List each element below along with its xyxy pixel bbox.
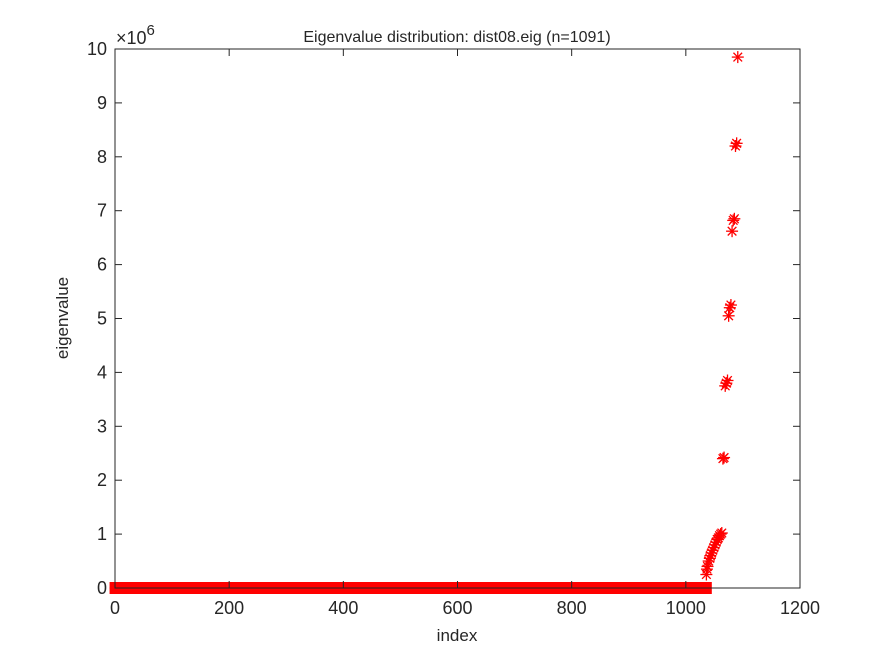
x-tick-label: 1000 [666, 598, 706, 618]
y-tick-label: 8 [97, 147, 107, 167]
y-axis-multiplier-exponent: 6 [147, 22, 155, 39]
data-point [726, 225, 739, 238]
x-tick-label: 800 [557, 598, 587, 618]
y-tick-label: 0 [97, 578, 107, 598]
data-point [728, 212, 741, 225]
y-tick-label: 6 [97, 255, 107, 275]
data-point [718, 451, 731, 464]
y-tick-label: 9 [97, 93, 107, 113]
y-tick-label: 1 [97, 524, 107, 544]
x-axis-ticks: 0 200 400 600 800 1000 1200 [110, 49, 820, 618]
data-point [731, 51, 744, 64]
y-axis-label: eigenvalue [53, 277, 72, 359]
x-axis-label: index [437, 626, 478, 645]
chart-title: Eigenvalue distribution: dist08.eig (n=1… [303, 29, 610, 46]
axes-background [115, 49, 800, 588]
y-axis-multiplier: ×106 [116, 22, 155, 48]
data-point [715, 527, 728, 540]
y-axis-ticks: 0 1 2 3 4 5 6 7 8 9 10 [87, 39, 800, 598]
y-tick-label: 7 [97, 201, 107, 221]
y-tick-label: 4 [97, 362, 107, 382]
y-tick-label: 2 [97, 470, 107, 490]
x-tick-label: 200 [214, 598, 244, 618]
x-tick-label: 1200 [780, 598, 820, 618]
y-tick-label: 3 [97, 416, 107, 436]
y-tick-label: 5 [97, 309, 107, 329]
data-point [724, 299, 737, 312]
x-tick-label: 600 [442, 598, 472, 618]
data-point [722, 309, 735, 322]
x-tick-label: 400 [328, 598, 358, 618]
y-tick-label: 10 [87, 39, 107, 59]
data-point [730, 137, 743, 150]
y-axis-multiplier-base: ×10 [116, 28, 147, 48]
x-tick-label: 0 [110, 598, 120, 618]
data-point [721, 374, 734, 387]
